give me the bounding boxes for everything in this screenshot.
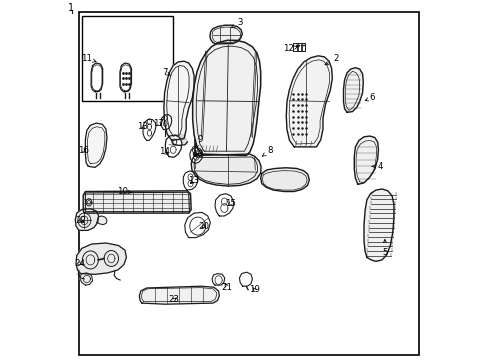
Text: 4: 4 xyxy=(371,162,383,171)
Polygon shape xyxy=(85,123,107,167)
Polygon shape xyxy=(97,216,107,225)
Text: 14: 14 xyxy=(159,148,170,157)
Text: 10: 10 xyxy=(117,187,131,196)
Polygon shape xyxy=(260,168,309,192)
Polygon shape xyxy=(83,191,191,213)
Polygon shape xyxy=(192,40,260,156)
Polygon shape xyxy=(76,243,126,274)
Text: 23: 23 xyxy=(168,295,180,304)
Text: 5: 5 xyxy=(381,239,387,257)
Polygon shape xyxy=(239,272,252,286)
Polygon shape xyxy=(343,68,363,112)
Text: 17: 17 xyxy=(152,119,163,128)
Polygon shape xyxy=(285,56,332,147)
Text: 1: 1 xyxy=(68,3,74,13)
Polygon shape xyxy=(363,189,393,261)
Polygon shape xyxy=(183,171,197,190)
Polygon shape xyxy=(120,63,131,92)
Polygon shape xyxy=(189,148,203,163)
Polygon shape xyxy=(75,209,99,230)
Bar xyxy=(81,16,172,101)
Polygon shape xyxy=(354,136,378,184)
Text: 13: 13 xyxy=(137,122,148,131)
Text: 2: 2 xyxy=(325,54,338,65)
Text: 18: 18 xyxy=(192,150,203,159)
Text: 11: 11 xyxy=(81,54,96,63)
Polygon shape xyxy=(91,63,102,92)
Text: 20: 20 xyxy=(198,222,209,231)
Polygon shape xyxy=(163,61,194,140)
Polygon shape xyxy=(209,25,242,44)
Text: 7: 7 xyxy=(162,68,170,77)
Text: 12: 12 xyxy=(283,44,297,53)
Polygon shape xyxy=(161,114,171,130)
Text: 6: 6 xyxy=(365,94,374,103)
Text: 3: 3 xyxy=(231,18,243,28)
Text: 15: 15 xyxy=(225,199,236,208)
Polygon shape xyxy=(215,194,233,216)
Text: 19: 19 xyxy=(248,285,260,294)
Polygon shape xyxy=(139,286,219,304)
Text: 21: 21 xyxy=(221,283,232,292)
Text: 9: 9 xyxy=(195,135,203,148)
Polygon shape xyxy=(165,135,182,157)
Text: 13: 13 xyxy=(187,176,199,185)
Polygon shape xyxy=(184,212,210,238)
Text: 16: 16 xyxy=(78,146,88,155)
Polygon shape xyxy=(212,274,224,285)
Polygon shape xyxy=(191,154,261,186)
Polygon shape xyxy=(80,273,92,285)
Text: 22: 22 xyxy=(75,216,86,225)
Polygon shape xyxy=(142,120,156,140)
Text: 8: 8 xyxy=(262,146,273,156)
Text: 24: 24 xyxy=(74,259,85,268)
